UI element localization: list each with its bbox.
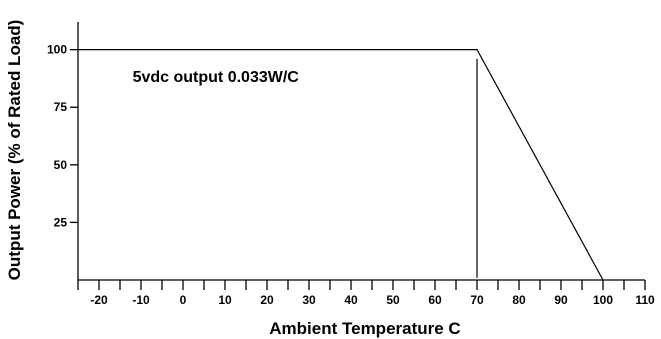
annotations: 5vdc output 0.033W/C [133,69,300,86]
x-tick-label: 70 [470,293,484,307]
y-tick-label: 25 [54,215,68,229]
x-tick-label: 90 [554,293,568,307]
x-tick-label: 110 [635,293,655,307]
derating-curve-0 [78,48,604,281]
x-tick-label: 0 [180,293,187,307]
ticks: -20 -10 0 10 20 30 40 50 60 70 80 90 100 110 100 75 50 25 [47,43,655,307]
annotation-text: 5vdc output 0.033W/C [133,69,300,86]
x-tick-label: 40 [344,293,358,307]
y-tick-label: 75 [54,100,68,114]
x-tick-label: 10 [218,293,232,307]
x-tick-label: 30 [302,293,316,307]
x-tick-label: 60 [428,293,442,307]
x-tick-label: 50 [386,293,400,307]
x-tick-label: 20 [260,293,274,307]
axes [77,22,645,281]
x-tick-label: 100 [593,293,613,307]
y-tick-label: 100 [47,43,67,57]
x-tick-label: -10 [132,293,150,307]
x-axis-title: Ambient Temperature C [269,319,460,338]
x-tick-label: 80 [512,293,526,307]
y-axis-title: Output Power (% of Rated Load) [5,20,24,281]
y-tick-label: 50 [54,158,68,172]
x-tick-label: -20 [90,293,108,307]
series [78,48,604,281]
